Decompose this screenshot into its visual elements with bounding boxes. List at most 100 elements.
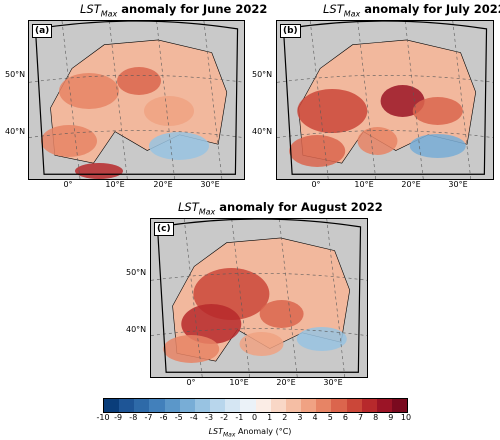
- colorbar-tick-label: 8: [373, 413, 379, 422]
- map-frame: (c): [150, 218, 368, 378]
- anomaly-patch: [144, 96, 194, 126]
- panel-title: LSTMax anomaly for August 2022: [178, 200, 383, 217]
- meridian-line: [109, 21, 128, 179]
- colorbar-swatch: [331, 399, 347, 412]
- colorbar-label: LSTMax Anomaly (°C): [208, 427, 292, 439]
- anomaly-patch: [239, 332, 284, 356]
- meridian-line: [309, 21, 329, 179]
- colorbar-swatch: [301, 399, 317, 412]
- colorbar-tick-label: 7: [358, 413, 364, 422]
- colorbar-swatch: [210, 399, 226, 412]
- anomaly-patch: [357, 127, 398, 155]
- lon-label: 30°E: [448, 180, 468, 189]
- lat-label: 40°N: [252, 127, 273, 136]
- anomaly-patch: [259, 300, 304, 328]
- lat-label: 40°N: [126, 325, 147, 334]
- panel-label: (b): [280, 24, 301, 38]
- colorbar-swatch: [270, 399, 286, 412]
- anomaly-patch: [409, 134, 466, 158]
- colorbar-tick-label: 1: [267, 413, 273, 422]
- map-canvas: [151, 219, 367, 377]
- colorbar-swatch: [149, 399, 165, 412]
- meridian-line: [326, 219, 346, 377]
- map-frame: (a): [28, 20, 245, 180]
- meridian-line: [231, 219, 251, 377]
- colorbar-swatch: [225, 399, 241, 412]
- lon-label: 0°: [186, 378, 196, 387]
- lon-label: 10°E: [354, 180, 374, 189]
- colorbar-swatch: [194, 399, 211, 412]
- colorbar-tick-label: 10: [400, 413, 412, 422]
- lon-label: 20°E: [153, 180, 173, 189]
- anomaly-patch: [163, 335, 220, 363]
- lon-label: 20°E: [401, 180, 421, 189]
- parallel-line: [151, 328, 367, 336]
- lon-label: 0°: [311, 180, 321, 189]
- anomaly-patch: [412, 97, 463, 125]
- lon-label: 10°E: [229, 378, 249, 387]
- colorbar-tick-label: 2: [282, 413, 288, 422]
- colorbar-swatch: [361, 399, 377, 412]
- lon-label: 30°E: [200, 180, 220, 189]
- colorbar-swatch: [179, 399, 195, 412]
- colorbar-tick-label: -7: [144, 413, 153, 422]
- colorbar-tick-label: -10: [96, 413, 110, 422]
- anomaly-patch: [289, 135, 346, 167]
- colorbar-tick-label: 4: [312, 413, 318, 422]
- panel-title: LSTMax anomaly for July 2022: [323, 2, 500, 19]
- map-frame: (b): [276, 20, 494, 180]
- parallel-line: [151, 273, 367, 281]
- parallel-line: [29, 130, 244, 138]
- lon-label: 20°E: [276, 378, 296, 387]
- colorbar-swatch: [285, 399, 302, 412]
- anomaly-patch: [59, 73, 119, 109]
- colorbar-swatch: [119, 399, 135, 412]
- colorbar-tick-label: 5: [327, 413, 333, 422]
- map-canvas: [277, 21, 493, 179]
- panel-label: (a): [32, 24, 53, 38]
- colorbar-tick-label: -4: [189, 413, 198, 422]
- lon-label: 0°: [63, 180, 73, 189]
- colorbar-tick-label: -1: [235, 413, 244, 422]
- colorbar-swatch: [346, 399, 362, 412]
- projection-boundary: [156, 219, 362, 373]
- anomaly-patch: [75, 163, 123, 179]
- colorbar-tick-label: 3: [297, 413, 303, 422]
- projection-boundary: [282, 21, 488, 175]
- colorbar-tick-label: -9: [114, 413, 123, 422]
- anomaly-patch: [41, 125, 97, 157]
- meridian-line: [452, 21, 472, 179]
- anomaly-patch: [297, 89, 368, 133]
- meridian-line: [61, 21, 81, 179]
- meridian-line: [357, 21, 377, 179]
- meridian-line: [404, 21, 424, 179]
- colorbar-swatch: [164, 399, 180, 412]
- colorbar-swatch: [240, 399, 256, 412]
- colorbar-swatch: [255, 399, 271, 412]
- anomaly-patch: [296, 327, 347, 351]
- lat-label: 50°N: [126, 268, 147, 277]
- colorbar-tick-label: 0: [251, 413, 258, 422]
- colorbar-swatch: [134, 399, 150, 412]
- lon-label: 30°E: [323, 378, 343, 387]
- colorbar-swatch: [316, 399, 332, 412]
- anomaly-patch: [149, 132, 209, 160]
- colorbar-swatch: [391, 399, 408, 412]
- meridian-line: [183, 219, 203, 377]
- lat-label: 40°N: [5, 127, 26, 136]
- colorbar-tick-label: -5: [174, 413, 183, 422]
- colorbar-ticks: -10 -9 -8 -7 -6 -5 -4 -3 -2 -1 0 1 2 3 4 5 6 7 8 9 10: [96, 413, 411, 423]
- map-canvas: [29, 21, 244, 179]
- meridian-line: [203, 21, 223, 179]
- colorbar-swatch: [376, 399, 392, 412]
- colorbar-tick-label: -8: [129, 413, 138, 422]
- anomaly-patch: [181, 304, 242, 344]
- lon-label: 10°E: [105, 180, 125, 189]
- parallel-line: [29, 75, 244, 83]
- colorbar-tick-label: -2: [220, 413, 229, 422]
- anomaly-patch: [117, 67, 161, 95]
- panel-title: LSTMax anomaly for June 2022: [80, 2, 268, 19]
- colorbar: [103, 398, 408, 413]
- projection-boundary: [34, 21, 239, 175]
- meridian-line: [278, 219, 298, 377]
